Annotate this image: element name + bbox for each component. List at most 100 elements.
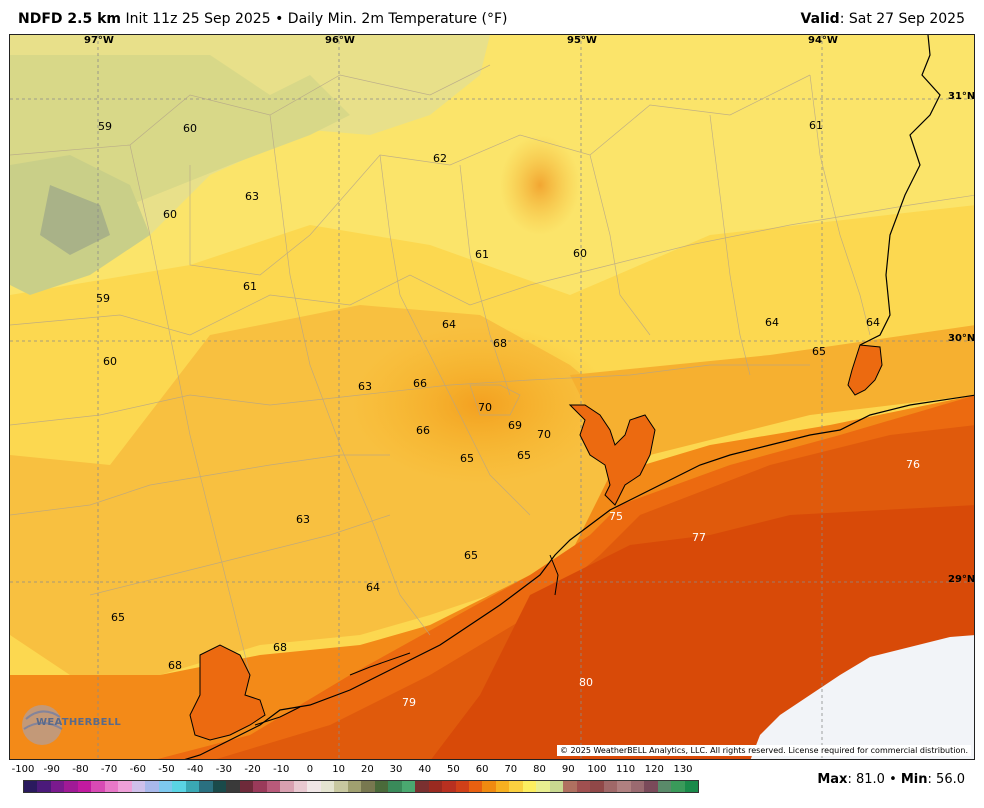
weatherbell-logo: WEATHERBELL <box>16 697 121 757</box>
scale-tick-label: -50 <box>158 764 175 775</box>
scale-swatch <box>37 781 51 792</box>
scale-swatch <box>266 781 281 792</box>
min-value: 56.0 <box>936 772 965 787</box>
scale-tick-label: 60 <box>475 764 489 775</box>
valid-label: Valid <box>800 11 840 27</box>
scale-swatch <box>118 781 132 792</box>
min-label: Min <box>900 772 928 787</box>
temp-label: 65 <box>812 345 826 358</box>
temp-label: 70 <box>537 428 551 441</box>
region-gray-green <box>40 185 110 255</box>
temp-label: 59 <box>98 120 112 133</box>
scale-swatch <box>239 781 254 792</box>
scale-swatch <box>226 781 240 792</box>
maxmin-separator: • <box>889 772 897 787</box>
scale-tick-label: 20 <box>360 764 374 775</box>
temp-label: 60 <box>573 247 587 260</box>
temp-label: 70 <box>478 401 492 414</box>
header-title: NDFD 2.5 km Init 11z 25 Sep 2025 • Daily… <box>18 11 508 27</box>
lon-label-95: 95°W <box>567 35 597 46</box>
temp-label: 76 <box>906 458 920 471</box>
scale-swatch <box>334 781 348 792</box>
matagorda-bay <box>189 644 266 741</box>
galveston-bay <box>568 404 656 506</box>
scale-swatch <box>482 781 496 792</box>
temperature-map[interactable]: 97°W 96°W 95°W 94°W 31°N 30°N 29°N 59 60… <box>9 34 975 760</box>
scale-tick-label: 110 <box>616 764 636 775</box>
scale-tick-label: -80 <box>72 764 89 775</box>
scale-swatch <box>199 781 213 792</box>
product-name: Daily Min. 2m Temperature (°F) <box>287 11 508 27</box>
temp-label: 64 <box>366 581 380 594</box>
temp-label: 63 <box>296 513 310 526</box>
model-name: NDFD 2.5 km <box>18 11 121 27</box>
temp-label: 77 <box>692 531 706 544</box>
temp-label: 65 <box>111 611 125 624</box>
temp-label: 63 <box>245 190 259 203</box>
temp-label: 80 <box>579 676 593 689</box>
barrier-island-1 <box>549 554 559 596</box>
temp-label: 60 <box>183 122 197 135</box>
copyright-notice: © 2025 WeatherBELL Analytics, LLC. All r… <box>557 745 971 756</box>
lat-label-29: 29°N <box>948 574 975 585</box>
scale-swatch <box>293 781 308 792</box>
scale-tick-label: 70 <box>504 764 518 775</box>
scale-swatch <box>509 781 523 792</box>
temp-label: 68 <box>493 337 507 350</box>
valid-value: Sat 27 Sep 2025 <box>848 11 965 27</box>
lon-label-97: 97°W <box>84 35 114 46</box>
scale-tick-label: -10 <box>273 764 290 775</box>
scale-tick-label: 100 <box>587 764 607 775</box>
houston-warm-spot <box>350 325 610 485</box>
max-min-readout: Max: 81.0 • Min: 56.0 <box>817 772 965 787</box>
scale-swatch <box>77 781 92 792</box>
scale-swatch <box>603 781 618 792</box>
temp-label: 64 <box>442 318 456 331</box>
temp-label: 64 <box>765 316 779 329</box>
temp-label: 60 <box>103 355 117 368</box>
scale-swatch <box>158 781 173 792</box>
sabine-lake <box>847 344 883 396</box>
scale-swatch <box>522 781 537 792</box>
header-separator: • <box>275 11 284 27</box>
temp-label: 66 <box>416 424 430 437</box>
scale-swatch <box>644 781 658 792</box>
no-data-region <box>750 635 974 759</box>
scale-swatch <box>455 781 469 792</box>
scale-swatch <box>361 781 375 792</box>
lon-label-94: 94°W <box>808 35 838 46</box>
scale-tick-label: 50 <box>447 764 460 775</box>
scale-tick-label: -90 <box>43 764 60 775</box>
scale-swatch <box>145 781 159 792</box>
scale-swatch <box>307 781 321 792</box>
scale-swatch <box>576 781 591 792</box>
valid-time: Valid: Sat 27 Sep 2025 <box>800 11 965 27</box>
scale-tick-label: 80 <box>533 764 546 775</box>
temp-label: 60 <box>163 208 177 221</box>
init-time: Init 11z 25 Sep 2025 <box>125 11 271 27</box>
color-scale-legend: -100 -90 -80 -70 -60 -50 -40 -30 -20 -10 0 10 20 30 40… <box>12 764 702 804</box>
scale-tick-label: 10 <box>332 764 346 775</box>
temp-label: 79 <box>402 696 416 709</box>
temp-label: 61 <box>475 248 489 261</box>
max-value: 81.0 <box>855 772 885 787</box>
lon-label-96: 96°W <box>325 35 355 46</box>
scale-swatch <box>495 781 510 792</box>
scale-swatch <box>104 781 119 792</box>
scale-swatch <box>185 781 200 792</box>
scale-swatch <box>536 781 550 792</box>
scale-swatch <box>563 781 577 792</box>
scale-tick-label: 40 <box>418 764 432 775</box>
temp-label: 62 <box>433 152 447 165</box>
scale-swatch <box>280 781 294 792</box>
temp-label: 64 <box>866 316 880 329</box>
scale-swatch <box>671 781 685 792</box>
scale-bar <box>23 780 699 793</box>
logo-text: WEATHERBELL <box>36 717 122 728</box>
temp-label: 61 <box>243 280 257 293</box>
state-border <box>859 35 941 346</box>
temp-label: 65 <box>460 452 474 465</box>
scale-swatch <box>131 781 146 792</box>
scale-swatch <box>50 781 65 792</box>
scale-swatch <box>401 781 416 792</box>
